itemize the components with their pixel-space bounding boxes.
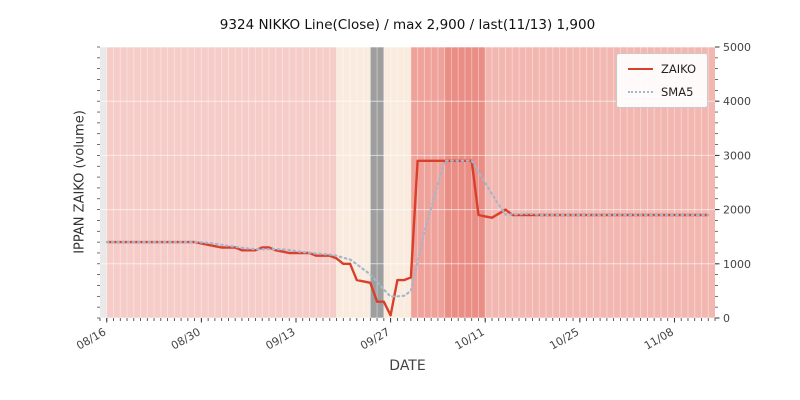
x-tick-label: 09/13: [264, 325, 298, 352]
y-tick-label: 5000: [723, 41, 751, 54]
zaiko-line-swatch: [628, 68, 653, 70]
y-tick-label: 0: [723, 312, 730, 325]
y-tick-label: 4000: [723, 95, 751, 108]
legend-item-zaiko: ZAIKO: [628, 62, 696, 76]
legend: ZAIKO SMA5: [616, 53, 709, 108]
x-tick-label: 10/11: [453, 325, 487, 352]
y-tick-label: 3000: [723, 149, 751, 162]
x-tick-label: 08/16: [74, 325, 108, 352]
y-tick-label: 2000: [723, 204, 751, 217]
background-band: [100, 47, 107, 318]
x-axis-label: DATE: [389, 358, 426, 374]
background-band: [444, 47, 486, 318]
x-tick-label: 08/30: [169, 325, 203, 352]
legend-label-sma5: SMA5: [661, 85, 694, 99]
legend-label-zaiko: ZAIKO: [661, 62, 697, 76]
x-tick-label: 10/25: [547, 325, 581, 352]
x-tick-label: 09/27: [358, 325, 392, 352]
legend-item-sma5: SMA5: [628, 85, 696, 99]
background-band: [370, 47, 384, 318]
y-tick-label: 1000: [723, 258, 751, 271]
sma5-line: [105, 159, 710, 298]
background-band: [383, 47, 411, 318]
y-axis-label: IPPAN ZAIKO (volume): [72, 110, 88, 254]
chart-title: 9324 NIKKO Line(Close) / max 2,900 / las…: [219, 17, 596, 33]
sma5-line-swatch: [628, 91, 653, 93]
x-tick-label: 11/08: [642, 325, 676, 352]
background-band: [106, 47, 337, 318]
background-band: [336, 47, 371, 318]
